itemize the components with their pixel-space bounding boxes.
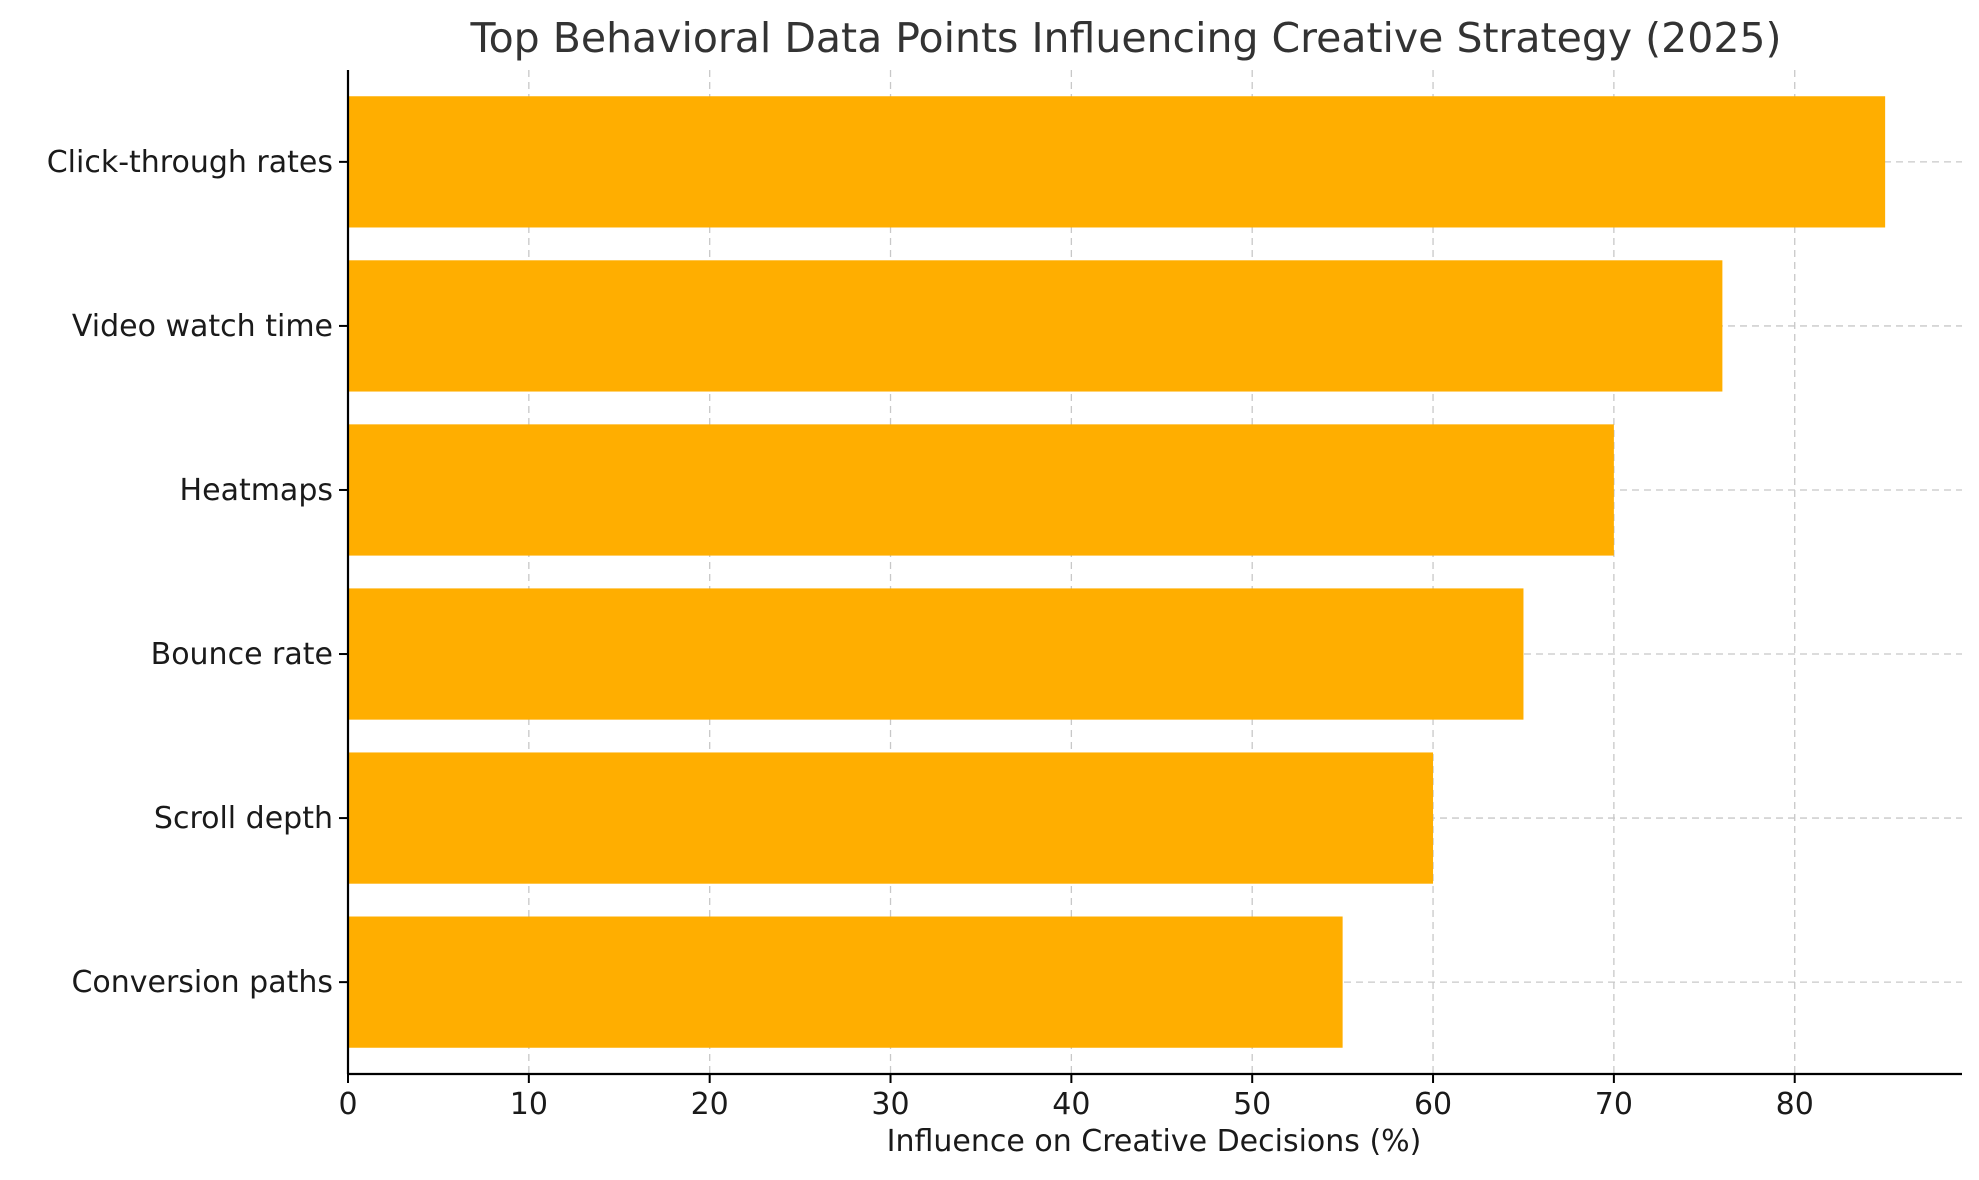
chart-title: Top Behavioral Data Points Influencing C…	[470, 14, 1782, 62]
bar	[348, 588, 1524, 720]
x-tick-label: 20	[691, 1087, 729, 1122]
x-tick-label: 30	[871, 1087, 909, 1122]
y-tick-label: Conversion paths	[71, 965, 333, 1000]
x-tick-label: 50	[1233, 1087, 1271, 1122]
x-tick-labels: 0 10 20 30 40 50 60 70 80	[338, 1087, 1813, 1122]
x-tick-label: 40	[1052, 1087, 1090, 1122]
x-tick-label: 10	[510, 1087, 548, 1122]
x-tick-label: 60	[1414, 1087, 1452, 1122]
bars	[348, 96, 1886, 1048]
x-axis-label: Influence on Creative Decisions (%)	[887, 1124, 1422, 1159]
bar	[348, 424, 1614, 556]
bar	[348, 96, 1886, 228]
axes	[339, 70, 1962, 1083]
x-tick-label: 0	[338, 1087, 357, 1122]
bar	[348, 916, 1343, 1048]
y-tick-label: Scroll depth	[154, 801, 333, 836]
y-tick-label: Heatmaps	[180, 473, 333, 508]
y-tick-label: Click-through rates	[47, 145, 333, 180]
y-tick-label: Video watch time	[72, 309, 333, 344]
y-tick-label: Bounce rate	[151, 637, 333, 672]
bar	[348, 752, 1434, 884]
x-tick-label: 80	[1776, 1087, 1814, 1122]
y-tick-labels: Click-through rates Video watch time Heatm…	[47, 145, 333, 1000]
bar	[348, 260, 1723, 392]
x-tick-label: 70	[1595, 1087, 1633, 1122]
